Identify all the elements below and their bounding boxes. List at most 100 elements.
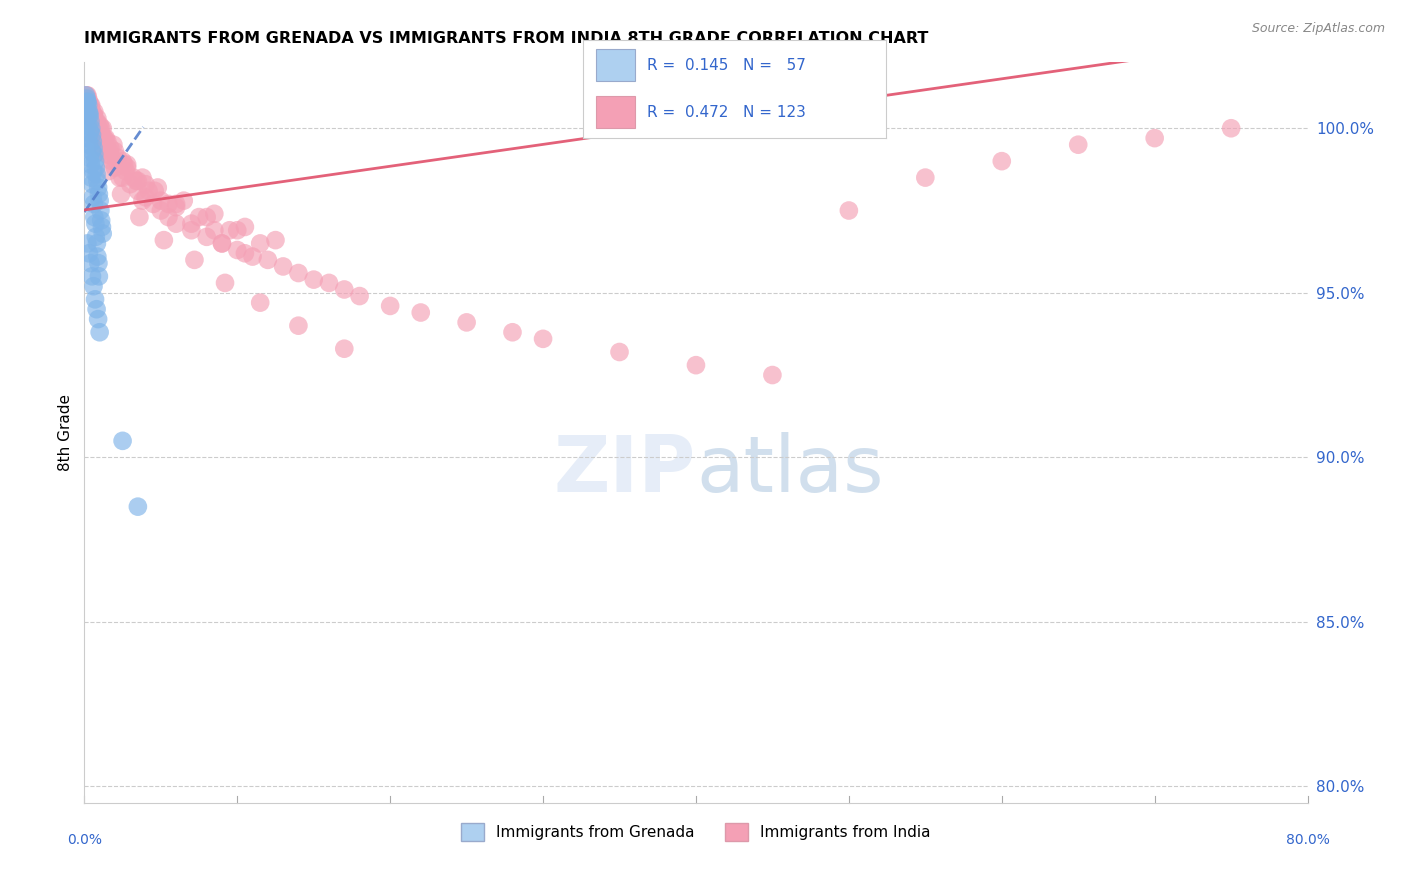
Point: [82, 190, 104, 204]
Point: [96, 135, 118, 149]
Point: [80, 104, 103, 119]
Point: [138, 184, 160, 198]
Point: [86, 112, 108, 126]
Point: [226, 243, 249, 257]
Point: [111, 154, 134, 169]
Point: [82, 135, 104, 149]
Point: [83, 279, 105, 293]
Point: [115, 157, 138, 171]
Point: [211, 236, 233, 251]
Point: [87, 121, 110, 136]
Point: [991, 154, 1014, 169]
Point: [105, 154, 128, 169]
Point: [93, 131, 115, 145]
Point: [83, 197, 105, 211]
Point: [287, 318, 309, 333]
Point: [195, 210, 218, 224]
Point: [97, 164, 120, 178]
Point: [86, 121, 108, 136]
Point: [90, 121, 112, 136]
Text: 80.0%: 80.0%: [1285, 833, 1330, 847]
Point: [1067, 137, 1090, 152]
Point: [83, 141, 105, 155]
Point: [173, 194, 195, 208]
Point: [122, 170, 145, 185]
Point: [79, 108, 101, 122]
Point: [84, 128, 107, 142]
Point: [153, 233, 176, 247]
Point: [120, 177, 142, 191]
Point: [264, 233, 287, 247]
Point: [82, 108, 104, 122]
Text: R =  0.145   N =   57: R = 0.145 N = 57: [647, 58, 806, 72]
Point: [214, 276, 236, 290]
Point: [1143, 131, 1166, 145]
Point: [89, 131, 111, 145]
Point: [84, 114, 107, 128]
Point: [456, 315, 478, 329]
Point: [79, 124, 101, 138]
Point: [77, 95, 100, 109]
Point: [91, 141, 114, 155]
Point: [82, 177, 104, 191]
Point: [142, 197, 165, 211]
Point: [157, 197, 180, 211]
Point: [165, 200, 187, 214]
Point: [101, 154, 124, 169]
Point: [89, 124, 111, 138]
Point: [76, 88, 98, 103]
Text: R =  0.472   N = 123: R = 0.472 N = 123: [647, 104, 806, 120]
Point: [76, 112, 98, 126]
Point: [143, 184, 166, 198]
Point: [409, 305, 432, 319]
Point: [349, 289, 371, 303]
Point: [82, 164, 104, 178]
Point: [77, 131, 100, 145]
Point: [103, 137, 125, 152]
Point: [110, 187, 132, 202]
Point: [188, 210, 211, 224]
Point: [249, 295, 271, 310]
Point: [80, 128, 103, 142]
Point: [84, 217, 107, 231]
Point: [180, 223, 202, 237]
Point: [91, 121, 114, 136]
Point: [76, 95, 98, 109]
Point: [87, 256, 110, 270]
Point: [83, 108, 105, 122]
Point: [77, 137, 100, 152]
Point: [80, 121, 103, 136]
Point: [125, 174, 148, 188]
Point: [226, 223, 249, 237]
Point: [86, 302, 108, 317]
Point: [84, 293, 107, 307]
Point: [287, 266, 309, 280]
Point: [249, 236, 271, 251]
Point: [609, 345, 631, 359]
Point: [89, 325, 111, 339]
Point: [83, 210, 105, 224]
Point: [127, 174, 149, 188]
Point: [91, 227, 114, 241]
Point: [90, 213, 112, 227]
Point: [211, 236, 233, 251]
Point: [333, 342, 356, 356]
Point: [233, 219, 256, 234]
Point: [77, 108, 100, 122]
Point: [87, 187, 110, 202]
Point: [80, 269, 103, 284]
Point: [87, 180, 110, 194]
Point: [302, 272, 325, 286]
Point: [91, 219, 114, 234]
Point: [149, 194, 172, 208]
Point: [111, 434, 134, 448]
Point: [87, 312, 110, 326]
Point: [761, 368, 783, 382]
Point: [79, 112, 101, 126]
Point: [77, 92, 100, 106]
Point: [380, 299, 402, 313]
Point: [131, 194, 153, 208]
Point: [89, 118, 111, 132]
Point: [80, 102, 103, 116]
Point: [80, 157, 103, 171]
